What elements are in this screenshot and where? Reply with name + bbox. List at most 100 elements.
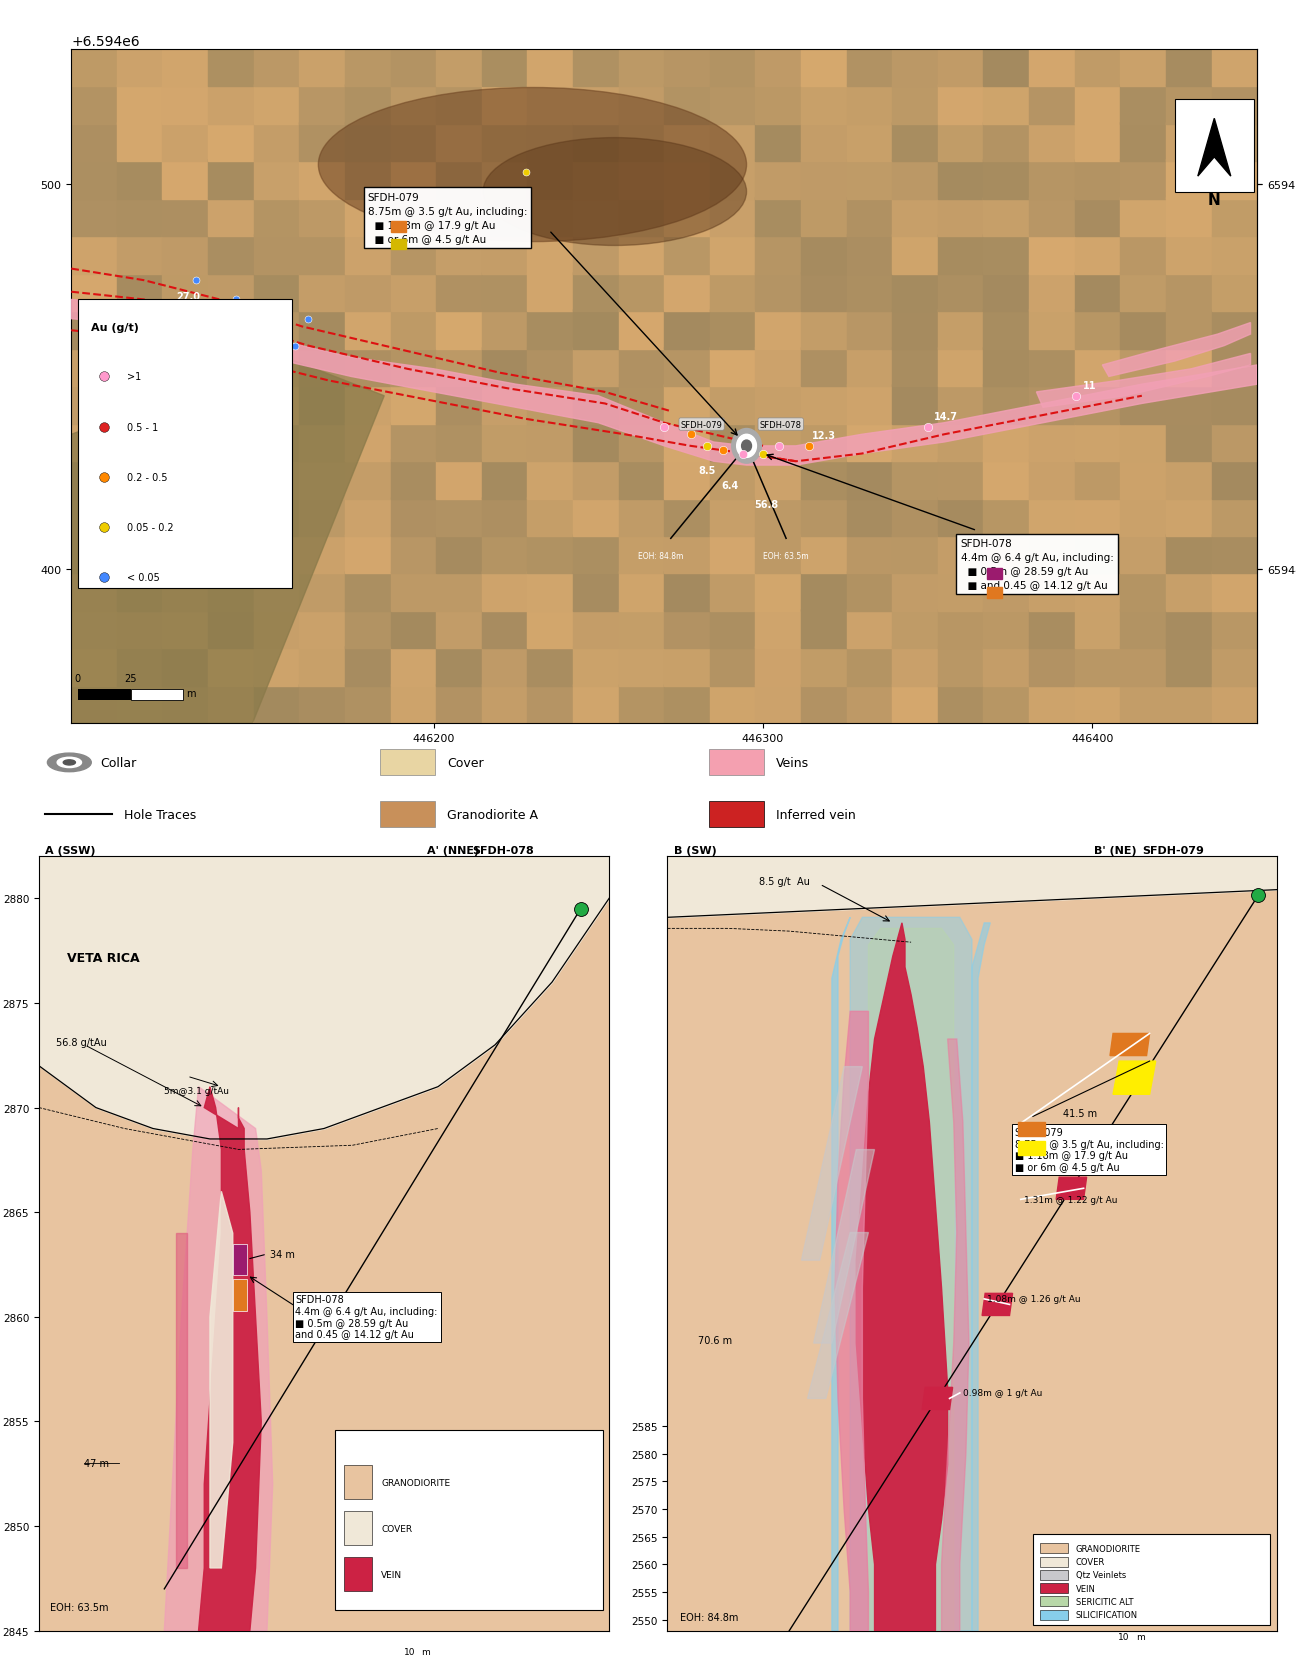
Bar: [1166, 609, 1213, 649]
Bar: [892, 198, 940, 236]
Bar: [1212, 48, 1258, 87]
Bar: [801, 498, 849, 537]
Bar: [846, 273, 894, 311]
Bar: [801, 85, 849, 125]
Bar: [801, 48, 849, 87]
Bar: [254, 459, 301, 499]
Bar: [254, 572, 301, 611]
Text: m: m: [421, 1647, 430, 1656]
Ellipse shape: [319, 88, 746, 243]
Text: SFDH-078: SFDH-078: [759, 421, 802, 429]
Bar: [390, 647, 438, 686]
Bar: [710, 684, 757, 724]
Bar: [78, 300, 292, 589]
Bar: [664, 423, 712, 461]
Bar: [801, 310, 849, 349]
Bar: [710, 85, 757, 125]
Bar: [938, 534, 985, 574]
Text: 14.7: 14.7: [934, 411, 958, 421]
Bar: [846, 310, 894, 349]
Bar: [482, 273, 529, 311]
Bar: [1212, 459, 1258, 499]
Text: >1: >1: [127, 373, 141, 383]
Bar: [254, 235, 301, 275]
Text: Granodiorite A: Granodiorite A: [447, 809, 538, 820]
Bar: [71, 647, 118, 686]
Text: B' (NE): B' (NE): [1094, 845, 1137, 855]
Bar: [299, 647, 346, 686]
Bar: [756, 198, 802, 236]
Bar: [618, 647, 666, 686]
Bar: [664, 310, 712, 349]
Text: Collar: Collar: [100, 757, 136, 769]
Text: SFDH-078
4.4m @ 6.4 g/t Au, including:
  ■ 0.5m @ 28.59 g/t Au
  ■ and 0.45 @ 14: SFDH-078 4.4m @ 6.4 g/t Au, including: ■…: [960, 539, 1113, 591]
Bar: [801, 609, 849, 649]
Bar: [1074, 609, 1122, 649]
Text: 10: 10: [404, 1647, 415, 1656]
Bar: [618, 48, 666, 87]
Bar: [71, 310, 118, 349]
Bar: [1029, 160, 1077, 200]
Bar: [162, 684, 210, 724]
Bar: [437, 85, 483, 125]
Bar: [527, 160, 574, 200]
Bar: [1041, 1582, 1068, 1592]
Bar: [345, 123, 393, 163]
Bar: [1212, 273, 1258, 311]
Bar: [254, 198, 301, 236]
Bar: [390, 48, 438, 87]
Bar: [1120, 684, 1168, 724]
Bar: [1166, 123, 1213, 163]
Bar: [1120, 534, 1168, 574]
Bar: [1166, 684, 1213, 724]
Bar: [1120, 310, 1168, 349]
Bar: [846, 609, 894, 649]
Bar: [299, 235, 346, 275]
Text: A (SSW): A (SSW): [44, 845, 95, 855]
Bar: [233, 1280, 248, 1311]
Text: 5m@3.1 g/tAu: 5m@3.1 g/tAu: [165, 1087, 229, 1095]
Bar: [71, 498, 118, 537]
Bar: [984, 160, 1030, 200]
Bar: [1212, 423, 1258, 461]
Bar: [573, 609, 621, 649]
Bar: [117, 684, 165, 724]
Circle shape: [64, 760, 75, 765]
Bar: [618, 123, 666, 163]
Bar: [437, 235, 483, 275]
Text: SFDH-079
8.75m @ 3.5 g/t Au, including:
■ 1.18m @ 17.9 g/t Au
■ or 6m @ 4.5 g/t : SFDH-079 8.75m @ 3.5 g/t Au, including: …: [1015, 1128, 1164, 1171]
Bar: [846, 534, 894, 574]
Bar: [801, 647, 849, 686]
Bar: [573, 459, 621, 499]
Bar: [846, 160, 894, 200]
Bar: [482, 684, 529, 724]
Bar: [117, 384, 165, 424]
Bar: [527, 48, 574, 87]
Bar: [892, 647, 940, 686]
Bar: [299, 459, 346, 499]
Bar: [345, 198, 393, 236]
Bar: [1212, 609, 1258, 649]
Bar: [984, 273, 1030, 311]
Bar: [1166, 423, 1213, 461]
Bar: [1212, 310, 1258, 349]
Bar: [117, 609, 165, 649]
Text: m: m: [187, 689, 196, 699]
Polygon shape: [982, 1293, 1012, 1316]
Polygon shape: [71, 300, 1257, 466]
Bar: [984, 684, 1030, 724]
Text: 8.5: 8.5: [699, 466, 715, 476]
Bar: [1166, 384, 1213, 424]
Text: 6.4: 6.4: [722, 481, 739, 491]
Text: 41.5 m: 41.5 m: [1063, 1108, 1098, 1118]
Bar: [892, 348, 940, 388]
Bar: [892, 48, 940, 87]
Bar: [618, 160, 666, 200]
Bar: [801, 348, 849, 388]
Bar: [1041, 1544, 1068, 1554]
Bar: [573, 384, 621, 424]
Text: 0.98m @ 1 g/t Au: 0.98m @ 1 g/t Au: [963, 1388, 1042, 1398]
Bar: [527, 235, 574, 275]
Bar: [299, 534, 346, 574]
Bar: [938, 423, 985, 461]
